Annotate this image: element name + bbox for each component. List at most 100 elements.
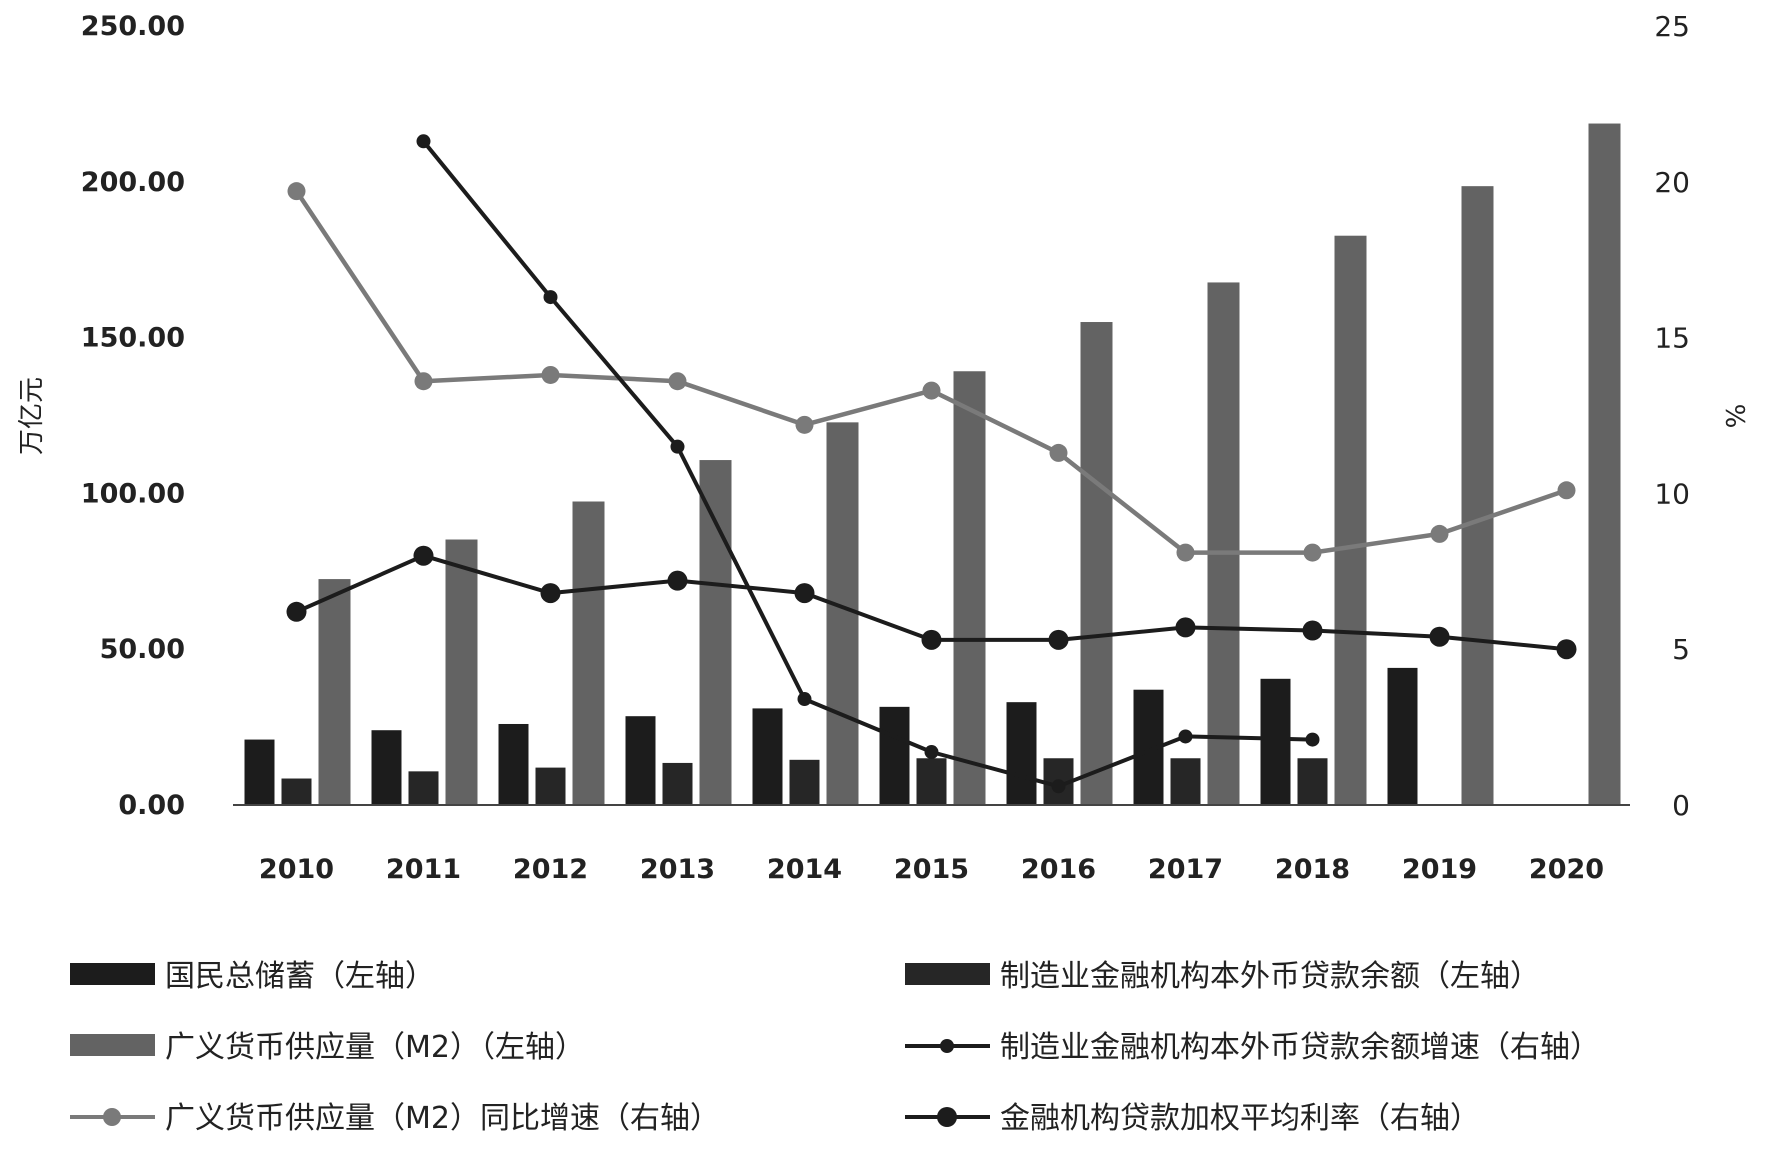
point-s4-2010 [287,182,306,201]
point-s5-2017 [1175,617,1196,638]
point-s5-2010 [286,601,307,622]
x-tick-label: 2014 [767,854,842,885]
x-tick-label: 2012 [513,854,588,885]
y-right-tick-label: 25 [1654,10,1690,43]
point-s3-2017 [1178,729,1193,744]
bar-s1-2014 [789,759,820,805]
y-axis-right-ticks: 0 5 10 15 20 25 [1654,10,1690,822]
legend-label-s4: 广义货币供应量（M2）同比增速（右轴） [165,1101,720,1136]
point-s5-2013 [667,570,688,591]
point-s5-2016 [1048,629,1069,650]
point-s5-2011 [413,545,434,566]
y-left-tick-label: 250.00 [81,11,185,42]
bar-s2-2016 [1080,322,1113,805]
bar-s2-2017 [1207,282,1240,806]
point-s5-2020 [1556,639,1577,660]
point-s4-2012 [541,365,560,384]
bar-s2-2014 [826,422,859,805]
bar-s2-2020 [1588,123,1621,805]
bar-s1-2017 [1170,758,1201,805]
bar-s2-2019 [1461,186,1494,805]
y-right-tick-label: 5 [1672,633,1690,666]
bar-s1-2018 [1297,758,1328,805]
bar-s0-2010 [244,739,275,805]
y-left-tick-label: 50.00 [100,634,185,665]
point-s3-2012 [543,290,558,305]
point-s5-2012 [540,583,561,604]
point-s3-2011 [416,134,431,149]
y-axis-right-label: % [1722,404,1752,429]
y-left-tick-label: 0.00 [118,790,185,821]
bar-s0-2013 [625,716,656,805]
y-left-tick-label: 200.00 [81,167,185,198]
legend-label-s0: 国民总储蓄（左轴） [165,959,435,994]
point-s4-2013 [668,372,687,391]
point-s4-2011 [414,372,433,391]
x-tick-label: 2011 [386,854,461,885]
point-s3-2015 [924,745,939,760]
legend: 国民总储蓄（左轴） 制造业金融机构本外币贷款余额（左轴） 广义货币供应量（M2）（左… [70,959,1600,1136]
bar-s1-2011 [408,771,439,805]
point-s4-2017 [1176,543,1195,562]
bar-s2-2018 [1334,235,1367,806]
x-tick-label: 2017 [1148,854,1223,885]
line-s3 [421,140,1313,789]
point-s4-2015 [922,381,941,400]
point-s5-2019 [1429,626,1450,647]
point-s5-2015 [921,629,942,650]
legend-swatch-s2 [70,1034,155,1056]
point-s4-2016 [1049,443,1068,462]
y-left-tick-label: 150.00 [81,323,185,354]
bar-s0-2015 [879,706,910,805]
x-tick-label: 2013 [640,854,715,885]
point-s4-2014 [795,415,814,434]
point-s3-2018 [1305,732,1320,747]
x-tick-label: 2016 [1021,854,1096,885]
x-tick-label: 2019 [1402,854,1477,885]
bar-s2-2015 [953,371,986,805]
x-tick-label: 2010 [259,854,334,885]
bar-s0-2018 [1260,678,1291,805]
x-tick-label: 2018 [1275,854,1350,885]
bar-s0-2019 [1387,667,1418,805]
legend-marker-s5 [937,1107,957,1127]
bar-s2-2012 [572,501,605,805]
lines-layer [286,134,1577,794]
bar-s2-2011 [445,539,478,805]
point-s3-2014 [797,692,812,707]
y-right-tick-label: 0 [1672,789,1690,822]
bar-s1-2015 [916,758,947,805]
point-s4-2018 [1303,543,1322,562]
legend-label-s2: 广义货币供应量（M2）（左轴） [165,1030,585,1065]
point-s4-2020 [1557,481,1576,500]
point-s5-2014 [794,583,815,604]
point-s5-2018 [1302,620,1323,641]
bar-s1-2010 [281,778,312,805]
legend-marker-s4 [103,1108,121,1126]
x-tick-label: 2015 [894,854,969,885]
y-right-tick-label: 20 [1654,166,1690,199]
y-axis-left-ticks: 0.00 50.00 100.00 150.00 200.00 250.00 [81,11,185,821]
point-s4-2019 [1430,524,1449,543]
bar-s1-2013 [662,762,693,805]
y-right-tick-label: 15 [1654,322,1690,355]
legend-swatch-s0 [70,963,155,985]
bar-s2-2013 [699,460,732,805]
legend-marker-s3 [940,1039,954,1053]
legend-swatch-s1 [905,963,990,985]
line-s4 [294,189,1568,555]
bar-s0-2012 [498,723,529,805]
y-left-tick-label: 100.00 [81,478,185,509]
legend-label-s3: 制造业金融机构本外币贷款余额增速（右轴） [1000,1030,1600,1065]
legend-label-s1: 制造业金融机构本外币贷款余额（左轴） [1000,959,1540,994]
bar-s0-2014 [752,708,783,805]
y-right-tick-label: 10 [1654,477,1690,510]
x-tick-label: 2020 [1529,854,1604,885]
point-s3-2013 [670,439,685,454]
legend-label-s5: 金融机构贷款加权平均利率（右轴） [1000,1101,1480,1136]
bar-s0-2016 [1006,702,1037,805]
bar-s1-2012 [535,767,566,805]
bars-layer [244,123,1621,806]
bar-s0-2011 [371,730,402,805]
